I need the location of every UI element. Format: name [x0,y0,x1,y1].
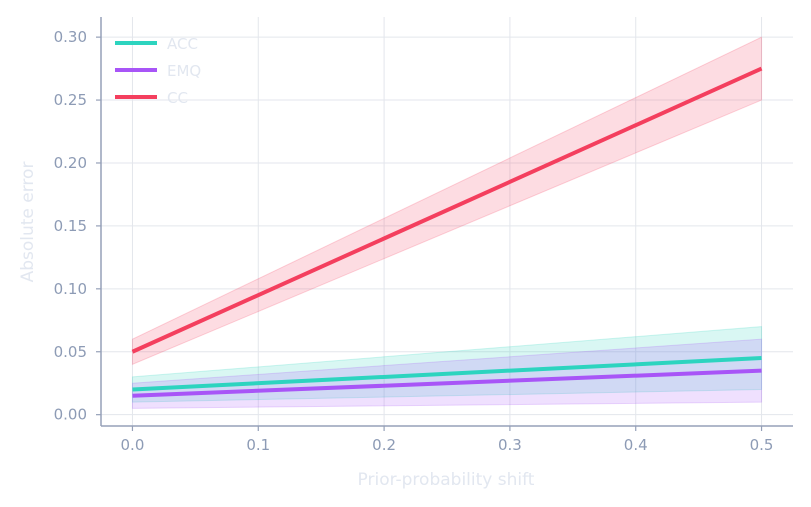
legend-item-emq: EMQ [115,62,201,80]
y-tick-label-6: 0.30 [54,28,87,46]
axes [100,17,793,427]
y-axis-label: Absolute error [18,162,38,283]
x-axis-label: Prior-probability shift [358,470,535,490]
y-tick-label-2: 0.10 [54,280,87,298]
series-line-cc [131,66,763,354]
series-line-emq [132,368,762,398]
confidence-bands [131,36,763,409]
x-tick-label-5: 0.5 [750,436,774,454]
y-axis-ticks: 0.00 0.05 0.10 0.15 0.20 0.25 0.30 [54,28,101,424]
legend-item-cc: CC [115,89,188,107]
legend-label-emq: EMQ [167,62,201,80]
x-tick-label-2: 0.2 [372,436,396,454]
grid-lines [101,17,793,426]
y-tick-label-3: 0.15 [54,217,87,235]
x-tick-label-0: 0.0 [121,436,145,454]
x-tick-label-4: 0.4 [624,436,648,454]
series-line-acc [132,356,762,392]
band-cc [131,36,763,366]
x-tick-label-1: 0.1 [246,436,270,454]
legend-label-cc: CC [167,89,188,107]
y-tick-label-0: 0.00 [54,406,87,424]
x-tick-label-3: 0.3 [498,436,522,454]
legend: ACC EMQ CC [115,35,201,107]
y-tick-label-5: 0.25 [54,91,87,109]
legend-label-acc: ACC [167,35,198,53]
legend-item-acc: ACC [115,35,198,53]
x-axis-ticks: 0.0 0.1 0.2 0.3 0.4 0.5 [121,426,774,454]
series-lines [131,66,763,398]
y-tick-label-1: 0.05 [54,343,87,361]
y-tick-label-4: 0.20 [54,154,87,172]
